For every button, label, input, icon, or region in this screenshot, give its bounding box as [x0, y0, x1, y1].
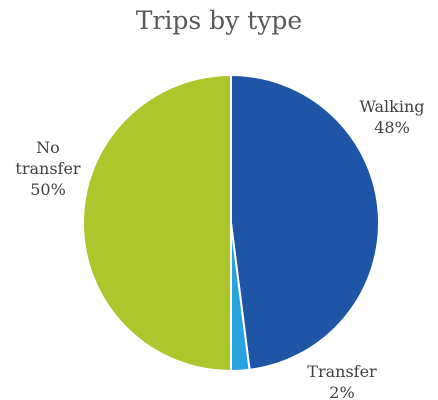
chart-title: Trips by type	[135, 6, 303, 35]
slice-label-no-transfer: No transfer 50%	[15, 138, 81, 199]
slice-label-transfer: Transfer 2%	[307, 362, 377, 400]
pie-slices	[82, 73, 380, 373]
slice-label-walking: Walking 48%	[359, 97, 424, 137]
pie-slice-no-transfer	[82, 73, 232, 373]
pie-slice-walking	[230, 73, 380, 371]
pie-labels: Walking 48% Transfer 2% No transfer 50%	[15, 97, 424, 400]
